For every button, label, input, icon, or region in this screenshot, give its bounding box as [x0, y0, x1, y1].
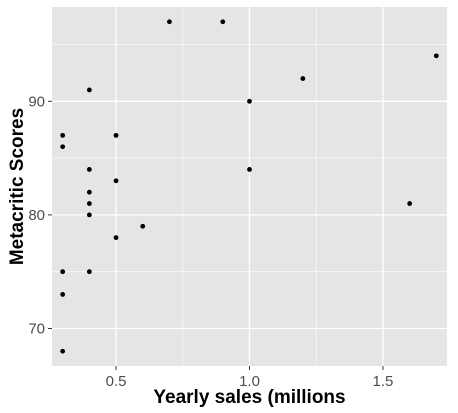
- data-point: [86, 269, 92, 275]
- data-points: [60, 19, 439, 354]
- data-point: [60, 269, 66, 275]
- x-axis-ticks: 0.5 1.0 1.5: [106, 366, 394, 390]
- data-point: [113, 178, 119, 184]
- y-axis-title: Metacritic Scores: [7, 108, 28, 265]
- y-axis-ticks: 70 80 90: [28, 93, 52, 338]
- x-axis-title: Yearly sales (millions: [153, 387, 345, 408]
- y-tick-label: 90: [28, 93, 45, 110]
- data-point: [86, 201, 92, 206]
- data-point: [60, 132, 66, 138]
- data-point: [86, 212, 92, 218]
- data-point: [300, 76, 306, 81]
- data-point: [86, 189, 92, 195]
- data-point: [167, 19, 172, 25]
- data-point: [86, 167, 92, 172]
- data-point: [113, 235, 119, 241]
- y-tick-label: 70: [28, 321, 45, 338]
- data-point: [60, 144, 66, 150]
- data-point: [407, 201, 413, 206]
- y-tick-label: 80: [28, 207, 45, 224]
- data-point: [86, 87, 92, 93]
- data-point: [220, 19, 226, 25]
- data-point: [247, 98, 252, 104]
- data-point: [140, 223, 146, 229]
- x-tick-label: 0.5: [106, 373, 127, 390]
- data-point: [433, 53, 439, 59]
- x-tick-label: 1.5: [373, 373, 394, 390]
- data-point: [60, 348, 66, 354]
- data-point: [247, 167, 252, 172]
- data-point: [60, 292, 66, 297]
- x-tick-label: 1.0: [239, 373, 260, 390]
- data-point: [113, 132, 119, 138]
